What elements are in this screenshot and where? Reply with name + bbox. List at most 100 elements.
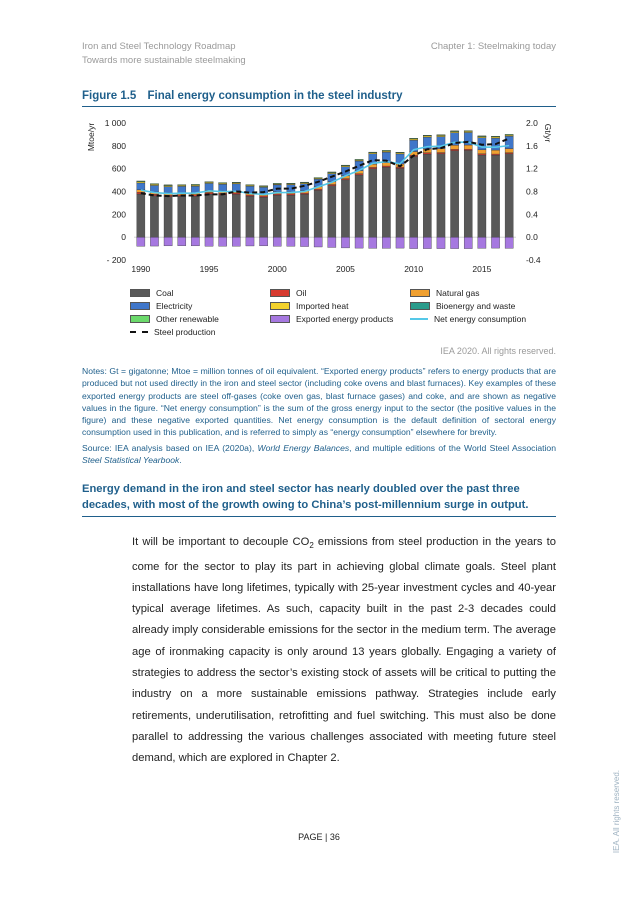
bar-segment <box>327 171 337 173</box>
bar-segment <box>491 136 500 138</box>
bar-segment <box>313 190 323 238</box>
y2-tick-label: 1.6 <box>526 141 538 151</box>
bar-segment <box>395 236 405 249</box>
bar-segment <box>245 236 255 247</box>
bar-segment <box>204 236 214 247</box>
bar-segment <box>218 236 227 247</box>
bar-segment <box>491 149 500 155</box>
bar-segment <box>382 150 391 152</box>
bar-segment <box>259 185 268 187</box>
bar-segment <box>150 236 159 247</box>
legend-item: Bioenergy and waste <box>410 301 550 311</box>
legend-item: Electricity <box>130 301 270 311</box>
y-tick-label: 0 <box>121 232 126 242</box>
bar-segment <box>368 168 378 238</box>
bar-segment <box>136 193 146 238</box>
bar-segment <box>177 196 187 238</box>
bar-segment <box>450 149 459 151</box>
bar-segment <box>163 186 173 194</box>
bar-segment <box>423 135 432 136</box>
bar-segment <box>341 164 350 166</box>
bar-segment <box>232 182 241 184</box>
legend-row: Electricity Imported heat Bioenergy and wa… <box>130 299 550 312</box>
legend-item: Oil <box>270 288 410 298</box>
bar-segment <box>463 148 473 151</box>
bar-segment <box>382 167 391 238</box>
bar-segment <box>163 184 173 186</box>
legend-item: Net energy consumption <box>410 314 550 324</box>
bar-segment <box>409 236 418 249</box>
bar-segment <box>136 182 146 190</box>
bar-segment <box>232 194 241 238</box>
legend-label: Imported heat <box>296 300 349 311</box>
legend-label: Exported energy products <box>296 313 394 324</box>
bar-segment <box>436 148 446 153</box>
bar-segment <box>463 150 473 238</box>
x-tick-label: 1990 <box>131 264 150 274</box>
y-axis-title: Mtoe/yr <box>86 123 96 152</box>
legend-label: Electricity <box>156 300 193 311</box>
bar-segment <box>354 236 364 249</box>
bar-segment <box>150 183 159 185</box>
y2-tick-label: 0.0 <box>526 232 538 242</box>
legend-item: Coal <box>130 288 270 298</box>
legend-item: Other renewable <box>130 314 270 324</box>
bar-segment <box>177 184 187 186</box>
y-tick-label: 200 <box>112 209 126 219</box>
bar-segment <box>191 196 200 238</box>
body-paragraph: It will be important to decouple CO2 emi… <box>132 536 556 765</box>
running-header-right: Chapter 1: Steelmaking today <box>430 41 556 52</box>
bar-segment <box>191 236 200 247</box>
figure-title: Figure 1.5 Final energy consumption in t… <box>82 90 556 107</box>
y2-tick-label: 2.0 <box>526 118 538 128</box>
bar-segment <box>300 236 309 247</box>
bar-segment <box>259 197 268 238</box>
bar-segment <box>423 153 432 238</box>
y-tick-label: 1 000 <box>105 118 127 128</box>
bar-segment <box>272 195 282 238</box>
bar-segment <box>232 192 241 195</box>
bar-segment <box>341 236 350 249</box>
bar-segment <box>395 168 405 238</box>
bar-segment <box>395 152 405 154</box>
bar-segment <box>204 181 214 183</box>
figure-number: Figure 1.5 <box>82 90 137 102</box>
legend-swatch <box>130 314 150 323</box>
bar-segment <box>313 188 323 191</box>
x-tick-label: 1995 <box>200 264 219 274</box>
bar-segment <box>245 194 255 197</box>
y-tick-label: 600 <box>112 164 126 174</box>
notes-text: Notes: Gt = gigatonne; Mtoe = million to… <box>82 366 556 438</box>
legend-label: Bioenergy and waste <box>436 300 516 311</box>
bar-segment <box>477 135 487 137</box>
legend-item: Exported energy products <box>270 314 410 324</box>
bar-segment <box>272 236 282 247</box>
header-title: Iron and Steel Technology Roadmap <box>82 41 236 52</box>
bar-segment <box>286 193 296 196</box>
y2-tick-label: 0.8 <box>526 187 538 197</box>
bar-segment <box>504 153 514 238</box>
bar-segment <box>272 193 282 196</box>
y2-axis-title: Gt/yr <box>543 124 553 143</box>
bar-segment <box>327 185 337 238</box>
bar-segment <box>150 195 159 238</box>
legend-item: Natural gas <box>410 288 550 298</box>
figure-rights: IEA 2020. All rights reserved. <box>440 346 556 356</box>
bar-segment <box>177 186 187 193</box>
bar-segment <box>218 194 227 238</box>
legend-swatch <box>130 330 148 333</box>
bar-segment <box>382 162 391 167</box>
x-tick-label: 2000 <box>268 264 287 274</box>
bar-segment <box>204 183 214 191</box>
bar-segment <box>463 236 473 249</box>
bar-segment <box>436 134 446 136</box>
bar-segment <box>177 236 187 246</box>
figure-notes: Notes: Gt = gigatonne; Mtoe = million to… <box>82 365 556 469</box>
bar-segment <box>450 145 459 150</box>
bar-segment <box>491 236 500 249</box>
bar-segment <box>354 173 364 176</box>
legend-swatch <box>130 288 150 297</box>
header-subtitle: Towards more sustainable steelmaking <box>82 55 246 66</box>
legend-label: Net energy consumption <box>434 313 527 324</box>
